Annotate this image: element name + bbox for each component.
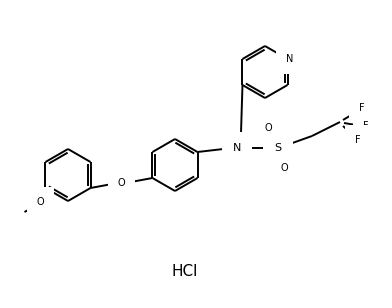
Text: F: F [359, 103, 365, 113]
Text: O: O [37, 197, 44, 207]
Text: O: O [280, 163, 288, 173]
Text: O: O [118, 178, 125, 188]
Text: O: O [264, 123, 272, 133]
Text: S: S [274, 143, 281, 153]
Text: F: F [355, 135, 361, 145]
Text: N: N [233, 143, 241, 153]
Text: HCl: HCl [172, 265, 198, 279]
Text: F: F [363, 121, 369, 131]
Text: N: N [286, 54, 293, 64]
